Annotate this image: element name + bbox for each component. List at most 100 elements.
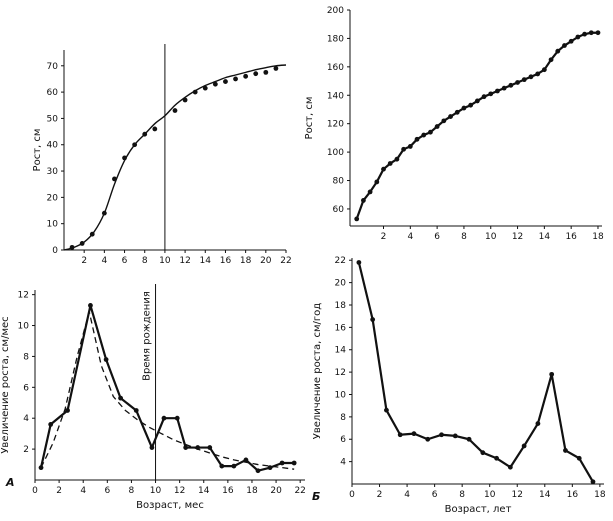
y-tick-label: 40 <box>47 141 59 151</box>
y-tick-label: 8 <box>340 413 346 423</box>
data-point <box>69 244 75 250</box>
x-tick-label: 6 <box>432 490 438 500</box>
data-point <box>202 85 208 91</box>
data-point <box>576 455 582 461</box>
data-point <box>480 450 486 456</box>
data-point <box>407 144 413 149</box>
y-tick-label: 4 <box>340 458 346 468</box>
data-point <box>374 179 380 185</box>
x-tick-label: 14 <box>198 486 210 496</box>
series-line <box>355 31 598 220</box>
data-point <box>394 156 400 162</box>
data-point <box>291 460 297 466</box>
y-tick-label: 20 <box>47 193 59 203</box>
x-tick-label: 10 <box>485 232 497 242</box>
x-tick-label: 4 <box>101 256 107 266</box>
data-point <box>528 74 534 80</box>
y-tick-label: 180 <box>327 34 344 44</box>
x-tick-label: 12 <box>512 232 523 242</box>
data-point <box>582 31 587 37</box>
x-tick-label: 6 <box>434 232 440 242</box>
data-point <box>361 198 366 203</box>
chart-panel-height-months: 2 4 6 8 10 12 14 16 18 20 22 0 10 20 30 40 50 60 70 Рост, с… <box>32 44 292 266</box>
data-point <box>507 464 513 470</box>
x-axis-label: Возраст, мес <box>136 500 204 511</box>
data-point <box>548 57 554 63</box>
data-point <box>501 85 507 91</box>
data-point <box>397 432 403 438</box>
data-point <box>370 317 376 322</box>
y-tick-label: 4 <box>23 414 29 424</box>
data-point <box>535 421 541 426</box>
x-tick-label: 16 <box>567 490 579 500</box>
data-point <box>590 479 596 485</box>
x-tick-label: 8 <box>459 490 465 500</box>
chart-panel-velocity-years: 0 2 4 6 8 10 12 14 16 18 4 6 8 10 12 14 16 18 20 22 Увеличен… <box>312 256 606 515</box>
data-point <box>103 357 109 362</box>
data-point <box>401 146 407 152</box>
x-tick-label: 8 <box>461 232 467 242</box>
y-tick-label: 8 <box>23 352 29 362</box>
y-tick-label: 60 <box>333 205 345 215</box>
y-tick-label: 10 <box>18 322 30 332</box>
data-point <box>172 108 178 113</box>
data-point <box>494 455 499 461</box>
data-point <box>468 102 474 108</box>
x-tick-label: 18 <box>240 256 252 266</box>
data-point <box>441 118 447 124</box>
y-tick-label: 60 <box>47 88 59 98</box>
data-point <box>192 89 198 95</box>
y-tick-label: 120 <box>327 120 344 130</box>
data-point <box>448 114 453 119</box>
data-point <box>414 136 420 142</box>
x-tick-label: 4 <box>404 490 410 500</box>
data-point <box>255 468 261 474</box>
data-point <box>118 395 123 401</box>
data-point <box>79 241 85 246</box>
x-tick-label: 14 <box>539 490 551 500</box>
x-tick-label: 6 <box>104 486 110 496</box>
data-point <box>174 415 180 421</box>
data-point <box>488 91 494 97</box>
data-point <box>267 465 273 471</box>
y-axis-label: Увеличение роста, см/год <box>312 303 323 440</box>
data-point <box>48 421 54 427</box>
y-tick-label: 12 <box>18 291 29 301</box>
x-tick-label: 20 <box>260 256 272 266</box>
x-tick-label: 0 <box>349 490 355 500</box>
data-point <box>466 436 472 442</box>
data-point <box>65 408 70 413</box>
y-tick-label: 18 <box>335 301 347 311</box>
data-point <box>595 30 601 36</box>
data-point <box>452 433 458 439</box>
x-tick-label: 10 <box>484 490 496 500</box>
y-tick-label: 14 <box>335 346 347 356</box>
y-tick-label: 140 <box>327 91 344 101</box>
data-point <box>356 260 362 265</box>
data-point <box>212 81 218 87</box>
data-point <box>122 155 127 161</box>
data-point <box>89 231 95 237</box>
data-point <box>562 43 567 48</box>
data-point <box>588 30 594 36</box>
data-point <box>219 463 225 469</box>
data-point <box>182 97 188 103</box>
data-point <box>183 445 189 450</box>
y-axis-label: Рост, см <box>32 129 43 172</box>
data-point <box>495 88 500 94</box>
x-tick-label: 16 <box>565 232 577 242</box>
series-line <box>357 262 594 483</box>
data-point <box>354 216 360 222</box>
data-point <box>243 457 249 463</box>
x-tick-label: 18 <box>246 486 258 496</box>
data-point <box>474 98 480 104</box>
x-tick-label: 4 <box>407 232 413 242</box>
data-point <box>521 77 527 83</box>
y-tick-label: 6 <box>23 383 29 393</box>
data-point <box>207 445 213 450</box>
data-point <box>568 38 574 44</box>
x-tick-label: 12 <box>512 490 523 500</box>
birth-annotation: Время рождения <box>142 291 153 381</box>
data-point <box>381 166 386 172</box>
